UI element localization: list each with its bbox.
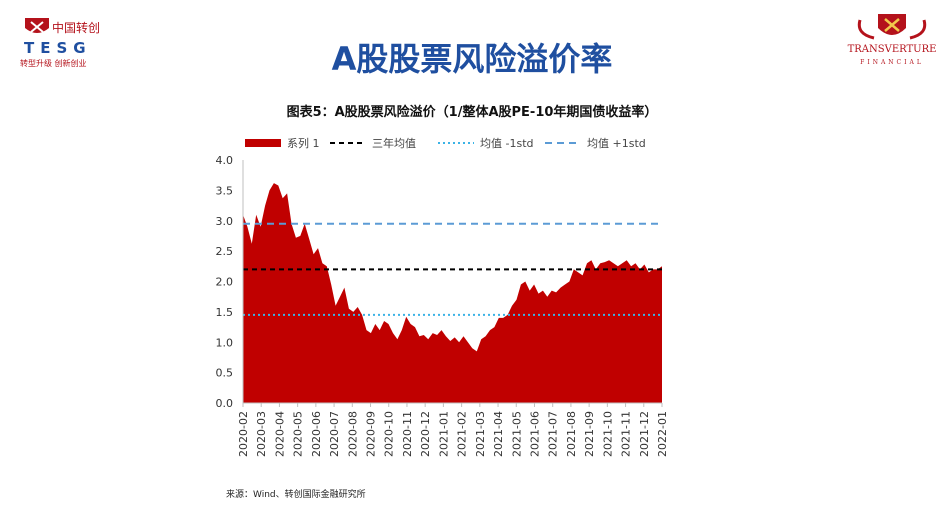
x-tick-label: 2020-02 <box>237 411 250 457</box>
x-tick-label: 2021-03 <box>474 411 487 457</box>
x-tick-label: 2021-10 <box>601 411 614 457</box>
legend-item: 系列 1 <box>245 136 320 150</box>
x-tick-label: 2021-07 <box>547 411 560 457</box>
legend-item: 三年均值 <box>330 136 416 150</box>
y-tick-label: 0.0 <box>216 397 234 410</box>
y-tick-label: 2.0 <box>216 276 234 289</box>
x-axis: 2020-02 2020-03 2020-04 2020-05 2020-06 2020-… <box>237 402 669 457</box>
x-tick-label: 2020-10 <box>383 411 396 457</box>
x-tick-label: 2020-08 <box>346 411 359 457</box>
x-tick-label: 2020-09 <box>365 411 378 457</box>
y-tick-label: 2.5 <box>216 245 234 258</box>
y-tick-label: 4.0 <box>216 154 234 167</box>
crest-icon <box>857 14 927 40</box>
transverture-logo: TRANSVERTURE FINANCIAL <box>846 10 938 72</box>
legend-label: 均值 +1std <box>587 137 646 150</box>
series-area <box>243 183 662 403</box>
x-tick-label: 2021-12 <box>638 411 651 457</box>
x-tick-label: 2020-04 <box>273 411 286 457</box>
x-tick-label: 2021-08 <box>565 411 578 457</box>
x-tick-label: 2020-06 <box>310 411 323 457</box>
x-tick-label: 2021-02 <box>456 411 469 457</box>
y-tick-label: 1.5 <box>216 306 234 319</box>
x-tick-label: 2021-04 <box>492 411 505 457</box>
legend-item: 均值 -1std <box>438 137 534 150</box>
x-tick-label: 2020-05 <box>292 411 305 457</box>
legend: 系列 1 三年均值 均值 -1std 均值 +1std <box>245 136 646 150</box>
y-tick-label: 0.5 <box>216 367 234 380</box>
x-tick-label: 2021-11 <box>620 411 633 457</box>
logo-right-name: TRANSVERTURE <box>847 44 937 55</box>
chart-title: 图表5：A股股票风险溢价（1/整体A股PE-10年期国债收益率） <box>286 105 658 120</box>
x-tick-label: 2021-05 <box>510 411 523 457</box>
x-tick-label: 2021-06 <box>528 411 541 457</box>
plot-area <box>243 183 662 403</box>
legend-label: 系列 1 <box>287 136 320 150</box>
logo-tagline: 转型升级 创新创业 <box>20 59 87 68</box>
y-tick-label: 3.0 <box>216 215 234 228</box>
logo-right-sub: FINANCIAL <box>860 59 924 66</box>
legend-item: 均值 +1std <box>545 137 646 150</box>
y-tick-label: 3.5 <box>216 184 234 197</box>
x-tick-label: 2021-01 <box>437 411 450 457</box>
logo-en-text: TESG <box>24 39 92 57</box>
x-tick-label: 2020-07 <box>328 411 341 457</box>
legend-label: 均值 -1std <box>480 137 534 150</box>
legend-swatch <box>245 139 281 147</box>
source-note: 来源：Wind、转创国际金融研究所 <box>226 490 366 500</box>
x-tick-label: 2020-12 <box>419 411 432 457</box>
x-tick-label: 2020-03 <box>255 411 268 457</box>
y-axis: 4.0 3.5 3.0 2.5 2.0 1.5 1.0 0.5 0.0 <box>216 154 244 410</box>
logo-cn-text: 中国转创 <box>52 21 101 35</box>
legend-label: 三年均值 <box>372 136 416 150</box>
x-tick-label: 2020-11 <box>401 411 414 457</box>
shield-icon <box>25 18 49 33</box>
x-tick-label: 2022-01 <box>656 411 669 457</box>
tesg-logo: 中国转创 TESG 转型升级 创新创业 <box>18 14 118 74</box>
x-tick-label: 2021-09 <box>583 411 596 457</box>
y-tick-label: 1.0 <box>216 336 234 349</box>
slide-title: A股股票风险溢价率 <box>331 40 613 78</box>
